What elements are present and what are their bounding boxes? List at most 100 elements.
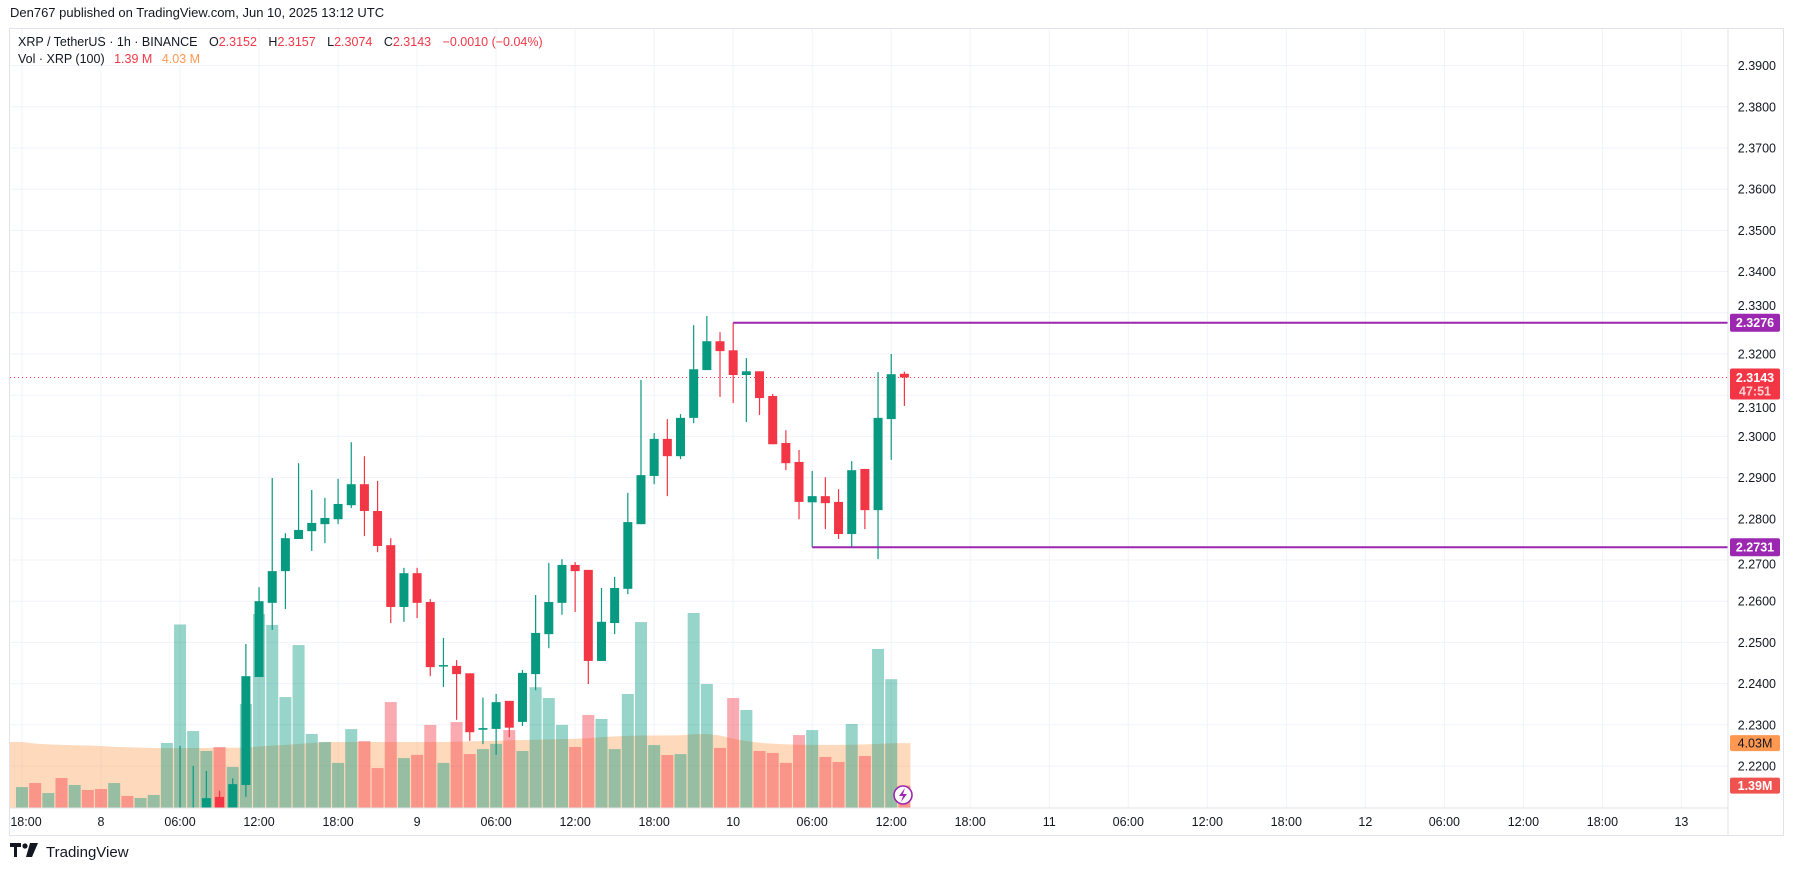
time-tick-label: 12 <box>1358 815 1372 829</box>
candle-body <box>623 522 633 589</box>
volume-bar <box>29 783 42 808</box>
high-value: 2.3157 <box>277 35 316 49</box>
time-tick-label: 06:00 <box>797 815 828 829</box>
candle-body <box>768 396 778 445</box>
publish-info: Den767 published on TradingView.com, Jun… <box>10 5 385 20</box>
volume-bar <box>569 746 582 808</box>
volume-bar <box>727 698 740 808</box>
footer-brand[interactable]: TradingView <box>46 843 129 861</box>
volume-bar <box>542 698 555 808</box>
lightning-icon[interactable] <box>893 785 913 805</box>
bar-countdown: 47:51 <box>1739 384 1771 398</box>
symbol-title[interactable]: XRP / TetherUS · 1h · BINANCE <box>18 35 198 49</box>
candle-body <box>715 341 725 352</box>
candle-body <box>452 665 462 675</box>
candle-body <box>333 503 343 520</box>
candle-body <box>662 438 672 457</box>
volume-bar <box>292 645 305 808</box>
time-tick-label: 18:00 <box>1587 815 1618 829</box>
volume-bar <box>437 762 450 808</box>
volume-bar <box>832 761 845 808</box>
footer: TradingView <box>10 843 129 861</box>
time-tick-label: 8 <box>98 815 105 829</box>
change-value: −0.0010 (−0.04%) <box>442 35 543 49</box>
volume-value: 1.39 M <box>114 52 153 66</box>
candle-body <box>399 573 409 607</box>
last-price-tag <box>1730 368 1780 400</box>
volume-bar <box>213 746 226 808</box>
price-tick-label: 2.3900 <box>1738 59 1776 73</box>
candle-body <box>728 350 738 376</box>
candle-body <box>280 538 290 572</box>
time-tick-label: 12:00 <box>1508 815 1539 829</box>
candle-body <box>504 700 514 728</box>
volume-bar <box>108 783 121 808</box>
time-tick-label: 12:00 <box>243 815 274 829</box>
time-tick-label: 9 <box>414 815 421 829</box>
time-tick-label: 06:00 <box>164 815 195 829</box>
price-tick-label: 2.3600 <box>1738 183 1776 197</box>
price-tick-label: 2.2500 <box>1738 636 1776 650</box>
candle-body <box>478 728 488 730</box>
volume-bar <box>872 648 885 808</box>
time-tick-label: 06:00 <box>1429 815 1460 829</box>
grid <box>10 29 1728 808</box>
volume-bar <box>424 724 437 808</box>
candle-body <box>570 564 580 572</box>
volume-bar <box>608 749 621 808</box>
time-tick-label: 06:00 <box>480 815 511 829</box>
candle-body <box>491 702 501 729</box>
volume-ma-tag-label: 4.03M <box>1738 737 1773 751</box>
candle-body <box>215 796 225 808</box>
candle-body <box>755 371 765 399</box>
candle-body <box>886 374 896 420</box>
volume-bar <box>700 684 713 808</box>
candle-body <box>517 672 527 722</box>
volume-title[interactable]: Vol · XRP (100) <box>18 52 105 66</box>
candle-body <box>583 569 593 661</box>
candle-body <box>557 564 567 603</box>
volume-bar <box>68 784 81 808</box>
price-tick-label: 2.2400 <box>1738 677 1776 691</box>
price-tick-label: 2.2200 <box>1738 760 1776 774</box>
volume-bar <box>845 723 858 808</box>
time-tick-label: 18:00 <box>955 815 986 829</box>
volume-bar <box>516 751 529 808</box>
volume-bar <box>411 754 424 808</box>
time-tick-label: 11 <box>1043 815 1056 829</box>
candle-body <box>741 371 751 376</box>
candle-body <box>373 510 383 546</box>
candle-body <box>820 496 830 504</box>
price-tick-label: 2.3400 <box>1738 265 1776 279</box>
volume-bar <box>490 743 503 808</box>
price-tick-label: 2.3700 <box>1738 142 1776 156</box>
volume-bar <box>371 768 384 808</box>
volume-bar <box>81 789 94 808</box>
open-value: 2.3152 <box>218 35 257 49</box>
candle-body <box>346 484 356 506</box>
time-tick-label: 18:00 <box>639 815 670 829</box>
tradingview-logo-icon <box>10 843 40 861</box>
volume-bar <box>345 729 358 808</box>
candle-body <box>307 522 317 532</box>
volume-ma-tag <box>1730 735 1780 752</box>
price-tick-label: 2.3500 <box>1738 224 1776 238</box>
volume-bar <box>595 718 608 808</box>
volume-bar <box>687 613 700 808</box>
volume-bar <box>819 756 832 808</box>
volume-bar <box>476 749 489 808</box>
volume-bar <box>582 714 595 808</box>
volume-bar <box>279 697 292 808</box>
candle-body <box>596 621 606 661</box>
candle-body <box>689 369 699 418</box>
volume-bar <box>397 758 410 808</box>
volume-ma-value: 4.03 M <box>161 52 201 66</box>
chart-frame <box>9 28 1784 836</box>
candle-body <box>702 341 712 371</box>
axes: 2.3900 2.3800 2.3700 2.3600 2.3500 2.3400 2.33… <box>10 29 1780 836</box>
volume-bar <box>305 733 318 808</box>
price-pane <box>10 316 1728 808</box>
candle-body <box>294 529 304 539</box>
volume-bar <box>147 794 160 808</box>
